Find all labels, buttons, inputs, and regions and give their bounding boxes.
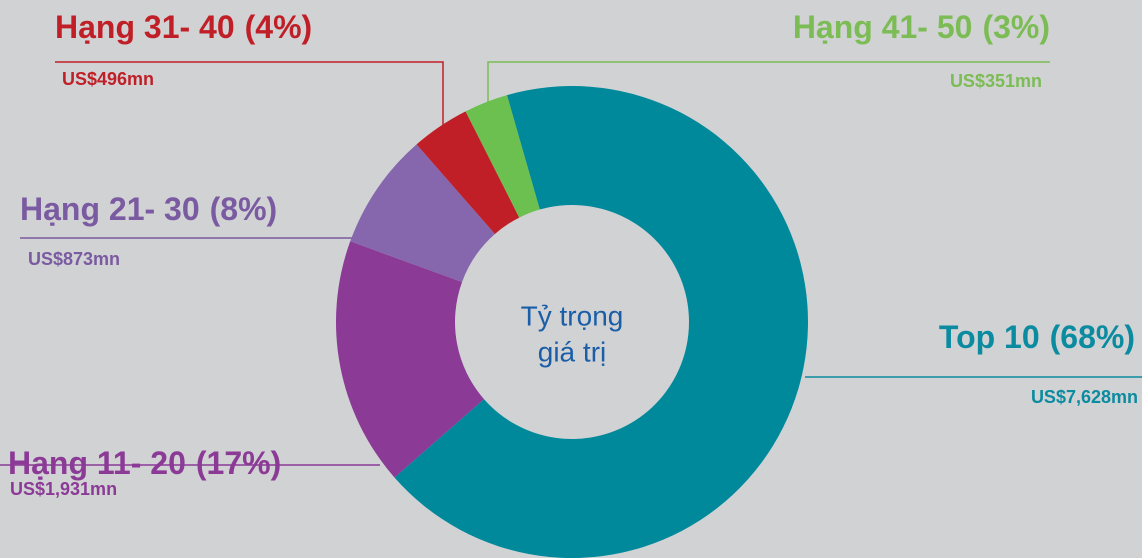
segment-label: Hạng 21- 30 (8%) — [20, 191, 277, 227]
value-label: (17%) — [196, 445, 281, 481]
donut-segment — [416, 111, 520, 234]
amount-label: US$873mn — [28, 249, 120, 269]
category-name: Hạng 21- 30 — [20, 191, 200, 227]
segment-label: Top 10 (68%) — [939, 319, 1135, 355]
category-name: Hạng 11- 20 — [8, 445, 186, 481]
leader-lines — [0, 61, 1142, 466]
center-label: Tỷ trọng — [521, 300, 624, 331]
category-name: Hạng 41- 50 — [793, 9, 973, 45]
donut-segment — [350, 144, 495, 282]
leader-line — [487, 61, 1050, 112]
value-label: (68%) — [1050, 319, 1135, 355]
value-label: (3%) — [982, 9, 1050, 45]
amount-label: US$351mn — [950, 71, 1042, 91]
amount-label: US$7,628mn — [1031, 387, 1138, 407]
category-name: Top 10 — [939, 319, 1040, 355]
donut-segment — [394, 86, 808, 558]
value-label: (4%) — [245, 9, 313, 45]
segment-label: Hạng 11- 20 (17%) — [8, 445, 281, 481]
segment-label: Hạng 31- 40 (4%) — [55, 9, 312, 45]
category-name: Hạng 31- 40 — [55, 9, 235, 45]
leader-line — [55, 61, 444, 132]
donut-segment — [336, 241, 484, 478]
segment-label: Hạng 41- 50 (3%) — [793, 9, 1050, 45]
amount-label: US$1,931mn — [10, 479, 117, 499]
center-label: giá trị — [538, 336, 606, 367]
donut-segment — [465, 95, 540, 218]
value-label: (8%) — [210, 191, 278, 227]
amount-label: US$496mn — [62, 69, 154, 89]
